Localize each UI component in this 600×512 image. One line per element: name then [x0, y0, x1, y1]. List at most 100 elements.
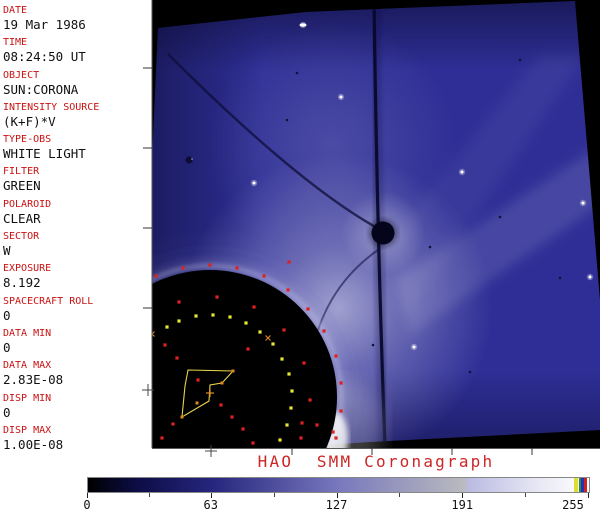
fiducial-dot-red: [163, 343, 167, 347]
fiducial-dot-red: [235, 266, 239, 270]
fiducial-dot-red: [339, 381, 343, 385]
metadata-value: 08:24:50 UT: [3, 49, 86, 65]
fiducial-markers-orange: [152, 331, 271, 419]
star-speck: [581, 201, 585, 205]
pylon-occulter-ball: [371, 221, 395, 245]
diagonal-streak: [167, 53, 380, 231]
fiducial-dot-red: [331, 430, 335, 434]
metadata-value: 0: [3, 404, 11, 420]
metadata-label: OBJECT: [3, 69, 40, 81]
metadata-value: GREEN: [3, 178, 41, 194]
colorbar-marker-stripe: [584, 478, 588, 492]
fiducial-dot-red: [175, 356, 179, 360]
metadata-label: DATA MAX: [3, 360, 52, 372]
metadata-label: INTENSITY SOURCE: [3, 101, 100, 113]
image-display-area: [140, 0, 600, 458]
fiducial-dot-red: [181, 266, 185, 270]
colorbar-marker-stripe: [581, 478, 584, 492]
fiducial-dot-red: [154, 274, 158, 278]
fiducial-dot-red: [160, 436, 164, 440]
metadata-value: 2.83E-08: [3, 372, 64, 388]
star-speck: [299, 23, 307, 27]
metadata-value: SUN:CORONA: [3, 81, 79, 97]
metadata-value: 8.192: [3, 275, 41, 291]
fiducial-dot-red: [322, 329, 326, 333]
fiducial-dot-yellow: [258, 330, 262, 334]
fiducial-dot-yellow: [285, 423, 289, 427]
colorbar-minor-tick: [399, 493, 401, 497]
dark-specks: [285, 58, 562, 374]
metadata-field: TYPE-OBS WHITE LIGHT: [0, 133, 152, 165]
metadata-field: OBJECT SUN:CORONA: [0, 69, 152, 101]
colorbar-tick-label: 127: [325, 498, 348, 512]
metadata-label: EXPOSURE: [3, 263, 52, 275]
dark-speck: [518, 58, 522, 62]
metadata-label: SECTOR: [3, 231, 40, 243]
colorbar-tick: [336, 493, 338, 498]
colorbar-marker-stripe: [578, 478, 581, 492]
metadata-value: W: [3, 243, 11, 259]
fiducial-dot-red: [171, 422, 175, 426]
fiducial-dot-red: [241, 427, 245, 431]
colorbar-tick-label: 255: [562, 498, 584, 512]
fiducial-dot-yellow: [177, 319, 181, 323]
metadata-label: DISP MAX: [3, 424, 52, 436]
metadata-field: DATA MAX 2.83E-08: [0, 359, 152, 391]
dark-speck: [468, 370, 472, 374]
star-speck: [252, 181, 256, 185]
metadata-field: EXPOSURE 8.192: [0, 262, 152, 294]
fiducial-dot-red: [230, 415, 234, 419]
metadata-label: DISP MIN: [3, 392, 52, 404]
metadata-label: DATA MIN: [3, 327, 52, 339]
colorbar-marker-stripe: [573, 478, 578, 492]
metadata-label: TIME: [3, 37, 28, 49]
metadata-value: 0: [3, 307, 11, 323]
dark-speck: [428, 245, 432, 249]
fiducial-x-orange: [265, 335, 271, 341]
fiducial-dot-yellow: [287, 372, 291, 376]
dark-speck: [558, 276, 562, 280]
fiducial-dot-yellow: [228, 315, 232, 319]
metadata-value: 0: [3, 339, 11, 355]
fiducial-dot-red: [246, 347, 250, 351]
dark-speck: [285, 118, 289, 122]
metadata-field: SECTOR W: [0, 230, 152, 262]
axis-ticks: [142, 67, 533, 457]
fiducial-dot-red: [262, 274, 266, 278]
star-speck: [412, 345, 416, 349]
star-speck: [588, 275, 592, 279]
metadata-field: DISP MIN 0: [0, 392, 152, 424]
fiducial-dot-yellow: [289, 406, 293, 410]
metadata-field: DISP MAX 1.00E-08: [0, 424, 152, 456]
fiducial-dot-orange: [195, 401, 199, 405]
fiducial-dot-red: [196, 378, 200, 382]
curved-streak: [317, 249, 379, 331]
colorbar-gradient: [87, 477, 590, 493]
fiducial-dot-red: [334, 436, 338, 440]
metadata-value: WHITE LIGHT: [3, 146, 86, 162]
dark-speck: [498, 215, 502, 219]
colorbar-tick-label: 63: [203, 498, 218, 512]
fiducial-dots-yellow: [165, 313, 294, 442]
fiducial-dot-red: [252, 305, 256, 309]
metadata-field: SPACECRAFT ROLL 0: [0, 295, 152, 327]
coronagraph-scene: [140, 0, 600, 458]
fiducial-dot-orange: [231, 369, 235, 373]
metadata-value: (K+F)*V: [3, 113, 56, 129]
fiducial-dot-red: [339, 409, 343, 413]
fiducial-dot-yellow: [165, 325, 169, 329]
fiducial-dot-red: [219, 403, 223, 407]
colorbar-tick: [210, 493, 212, 498]
colorbar-tick: [462, 493, 464, 498]
metadata-value: 19 Mar 1986: [3, 17, 86, 32]
fiducial-dot-yellow: [278, 438, 282, 442]
fiducial-dot-red: [300, 421, 304, 425]
sidebar-margin: [140, 0, 152, 458]
metadata-value: CLEAR: [3, 210, 41, 226]
metadata-field: POLAROID CLEAR: [0, 198, 152, 230]
colorbar-minor-tick: [148, 493, 150, 497]
metadata-field: DATE 19 Mar 1986: [0, 4, 152, 36]
metadata-label: TYPE-OBS: [3, 134, 52, 146]
metadata-field: FILTER GREEN: [0, 165, 152, 197]
